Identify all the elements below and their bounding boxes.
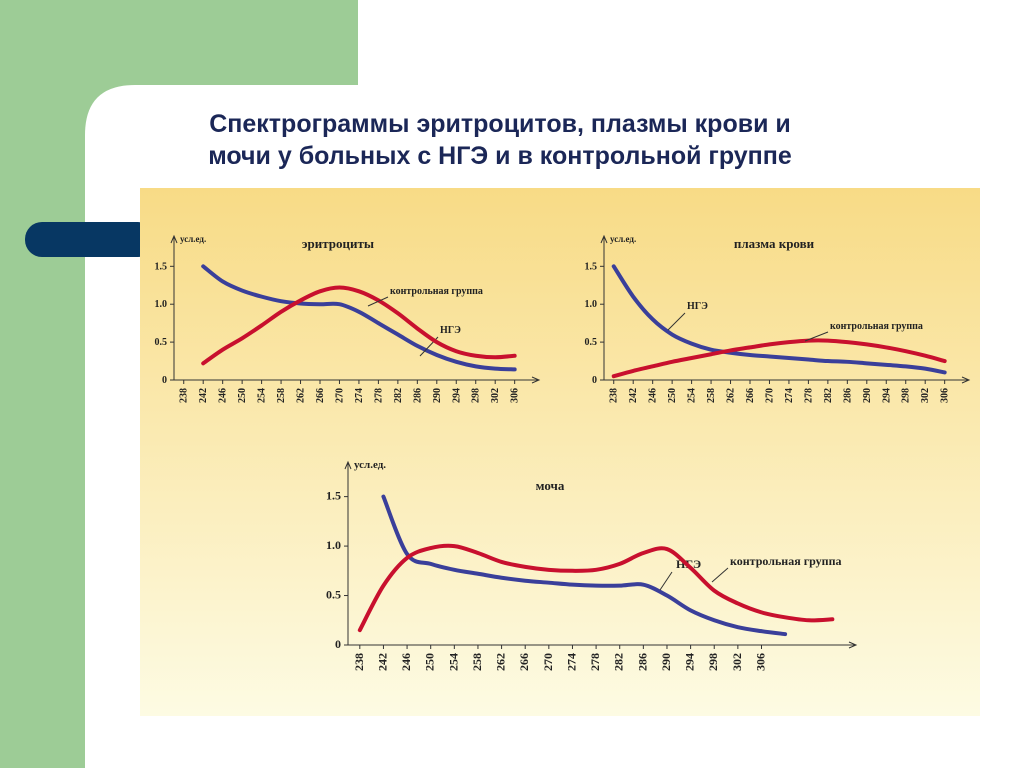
x-tick-label: 258: [706, 388, 717, 403]
x-tick-label: 262: [494, 653, 508, 671]
slide-title: Спектрограммы эритроцитов, плазмы крови …: [208, 110, 792, 170]
chart-title: эритроциты: [302, 236, 374, 251]
chart-title: моча: [536, 478, 565, 493]
series-label-leader: [711, 567, 729, 583]
x-tick-label: 306: [510, 388, 521, 403]
y-tick-label: 0.5: [585, 337, 598, 348]
x-tick-label: 282: [393, 388, 404, 403]
series-label-leader: [659, 571, 673, 591]
y-tick-label: 1.0: [326, 538, 341, 552]
y-arrow: [600, 234, 608, 244]
x-tick-label: 298: [706, 653, 720, 671]
x-tick-label: 250: [237, 388, 248, 403]
x-tick-label: 246: [399, 653, 413, 671]
y-tick-label: 0: [592, 375, 597, 386]
y-axis-label: усл.ед.: [180, 234, 206, 244]
series-label: НГЭ: [440, 325, 461, 336]
x-tick-label: 286: [842, 388, 853, 403]
series-label-leader: [367, 296, 389, 307]
x-tick-label: 282: [823, 388, 834, 403]
series-line: [611, 338, 947, 379]
x-tick-label: 294: [881, 388, 892, 403]
x-tick-label: 278: [373, 388, 384, 403]
x-tick-label: 302: [730, 653, 744, 671]
x-tick-label: 254: [257, 388, 268, 403]
x-tick-label: 282: [612, 653, 626, 671]
x-tick-label: 294: [683, 653, 697, 671]
x-tick-label: 266: [517, 653, 531, 671]
x-tick-label: 258: [276, 388, 287, 403]
x-arrow: [531, 376, 541, 384]
series-label: контрольная группа: [390, 286, 483, 297]
y-arrow: [170, 234, 178, 244]
series-label-leader: [667, 312, 686, 331]
series-label: контрольная группа: [730, 554, 842, 568]
x-tick-label: 286: [635, 653, 649, 671]
y-tick-label: 1.5: [585, 261, 598, 272]
series-label: контрольная группа: [830, 321, 923, 332]
x-tick-label: 246: [218, 388, 229, 403]
x-tick-label: 254: [446, 653, 460, 671]
x-tick-label: 242: [628, 388, 639, 403]
x-tick-label: 274: [784, 388, 795, 403]
x-tick-label: 270: [764, 388, 775, 403]
x-tick-label: 306: [940, 388, 951, 403]
x-tick-label: 306: [753, 653, 767, 671]
y-arrow: [344, 460, 352, 470]
x-tick-label: 290: [862, 388, 873, 403]
series-line: [381, 494, 788, 637]
x-tick-label: 298: [471, 388, 482, 403]
x-arrow: [961, 376, 971, 384]
x-tick-label: 302: [490, 388, 501, 403]
x-tick-label: 238: [352, 653, 366, 671]
x-tick-label: 238: [179, 388, 190, 403]
series-label: НГЭ: [687, 301, 708, 312]
x-tick-label: 286: [412, 388, 423, 403]
x-tick-label: 242: [198, 388, 209, 403]
x-tick-label: 278: [803, 388, 814, 403]
series-line: [201, 264, 517, 372]
x-tick-label: 258: [470, 653, 484, 671]
y-tick-label: 0.5: [155, 337, 168, 348]
y-tick-label: 1.5: [326, 489, 341, 503]
x-tick-label: 290: [432, 388, 443, 403]
x-tick-label: 302: [920, 388, 931, 403]
y-axis-label: усл.ед.: [610, 234, 636, 244]
x-tick-label: 266: [315, 388, 326, 403]
x-tick-label: 262: [296, 388, 307, 403]
x-tick-label: 270: [334, 388, 345, 403]
y-tick-label: 0.5: [326, 588, 341, 602]
x-tick-label: 250: [667, 388, 678, 403]
x-tick-label: 278: [588, 653, 602, 671]
x-tick-label: 242: [375, 653, 389, 671]
y-tick-label: 0: [335, 637, 341, 651]
x-tick-label: 294: [451, 388, 462, 403]
x-tick-label: 298: [901, 388, 912, 403]
chart-panel: [140, 188, 980, 716]
x-tick-label: 274: [354, 388, 365, 403]
x-arrow: [848, 641, 858, 649]
x-tick-label: 262: [726, 388, 737, 403]
x-tick-label: 238: [609, 388, 620, 403]
accent-pill: [25, 222, 155, 257]
series-line: [611, 264, 947, 375]
series-line: [357, 543, 835, 633]
x-tick-label: 270: [541, 653, 555, 671]
y-tick-label: 1.0: [585, 299, 598, 310]
x-tick-label: 290: [659, 653, 673, 671]
y-axis-label: усл.ед.: [354, 459, 386, 471]
x-tick-label: 246: [648, 388, 659, 403]
series-line: [201, 285, 517, 366]
chart-title: плазма крови: [734, 236, 815, 251]
y-tick-label: 1.5: [155, 261, 168, 272]
y-tick-label: 0: [162, 375, 167, 386]
x-tick-label: 274: [564, 653, 578, 671]
series-label-leader: [804, 331, 829, 342]
x-tick-label: 254: [687, 388, 698, 403]
x-tick-label: 250: [423, 653, 437, 671]
y-tick-label: 1.0: [155, 299, 168, 310]
x-tick-label: 266: [745, 388, 756, 403]
